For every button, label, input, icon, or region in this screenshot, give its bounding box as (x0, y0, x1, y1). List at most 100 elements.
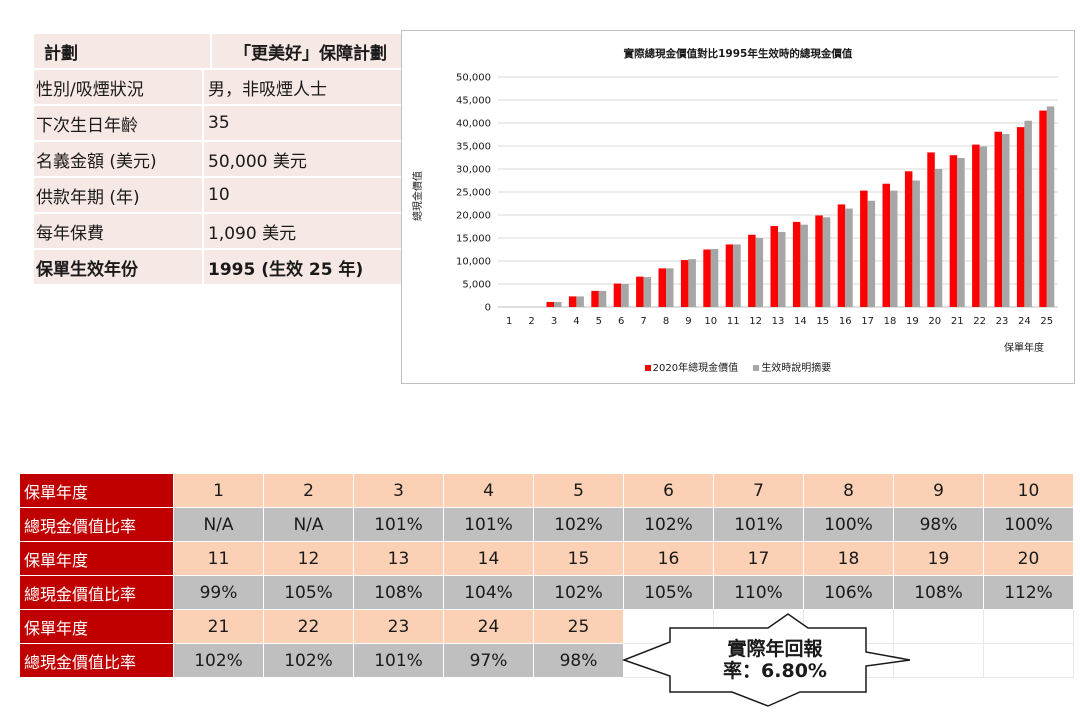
year-cell: 1 (174, 474, 264, 508)
ratio-row-label: 總現金價值比率 (20, 508, 174, 542)
ratio-cell: 110% (714, 576, 804, 610)
empty-cell (894, 610, 984, 644)
bar-2020 (1016, 127, 1025, 307)
year-cell: 22 (264, 610, 354, 644)
bar-original (755, 238, 764, 307)
year-cell: 4 (444, 474, 534, 508)
year-cell: 15 (534, 542, 624, 576)
ratio-cell: 100% (984, 508, 1074, 542)
callout-line-1: 實際年回報 (727, 638, 823, 660)
bar-original (1002, 134, 1010, 307)
year-cell: 7 (714, 474, 804, 508)
bar-2020 (703, 249, 711, 307)
ratio-row: 總現金價值比率 N/A N/A 101% 101% 102% 102% 101% 100% 98%… (20, 508, 1074, 542)
bar-2020 (1039, 110, 1047, 307)
y-tick-label: 40,000 (456, 119, 491, 130)
legend-label-2020: 2020年總現金價值 (652, 363, 739, 374)
ratio-cell: 102% (534, 508, 624, 542)
plan-row-key: 性別/吸煙狀況 (34, 70, 204, 104)
bar-original (710, 249, 719, 307)
x-tick-label: 9 (685, 316, 691, 327)
bar-2020 (972, 144, 980, 307)
bar-original (890, 190, 898, 307)
ratio-cell: 99% (174, 576, 264, 610)
ratio-cell: 101% (354, 508, 444, 542)
year-cell: 14 (444, 542, 534, 576)
ratio-cell: 100% (804, 508, 894, 542)
x-tick-label: 23 (996, 316, 1009, 327)
year-cell: 25 (534, 610, 624, 644)
bar-2020 (658, 268, 666, 307)
bar-2020 (591, 290, 599, 307)
plan-row: 性別/吸煙狀況 男，非吸煙人士 (34, 70, 402, 104)
y-tick-label: 50,000 (456, 73, 491, 84)
bar-original (867, 200, 876, 307)
y-tick-label: 10,000 (456, 257, 491, 268)
x-tick-label: 10 (704, 316, 717, 327)
bar-2020 (792, 221, 801, 307)
x-tick-label: 16 (839, 316, 852, 327)
y-tick-label: 0 (485, 303, 491, 314)
y-tick-label: 30,000 (456, 165, 491, 176)
ratio-cell: 102% (174, 644, 264, 678)
bar-original (979, 146, 988, 307)
x-tick-label: 13 (772, 316, 785, 327)
year-cell: 2 (264, 474, 354, 508)
ratio-row: 總現金價值比率 99% 105% 108% 104% 102% 105% 110% 106% 10… (20, 576, 1074, 610)
x-tick-label: 20 (928, 316, 941, 327)
year-cell: 16 (624, 542, 714, 576)
plan-row-key: 每年保費 (34, 214, 204, 248)
ratio-cell: 98% (894, 508, 984, 542)
year-cell: 8 (804, 474, 894, 508)
year-cell: 24 (444, 610, 534, 644)
x-tick-label: 5 (596, 316, 602, 327)
bar-2020 (927, 152, 935, 307)
year-cell: 21 (174, 610, 264, 644)
plan-row: 計劃 「更美好」保障計劃 (34, 34, 402, 68)
plan-row-value: 「更美好」保障計劃 (234, 43, 387, 64)
plan-row-key: 下次生日年齡 (34, 106, 204, 140)
bar-2020 (837, 204, 846, 307)
x-tick-label: 19 (906, 316, 919, 327)
x-axis-label: 保單年度 (1004, 343, 1044, 354)
x-tick-label: 4 (573, 316, 579, 327)
legend-item-2020: 2020年總現金價值 (644, 363, 739, 374)
y-tick-label: 5,000 (462, 280, 491, 291)
year-cell: 6 (624, 474, 714, 508)
x-tick-label: 12 (749, 316, 762, 327)
bar-original (688, 259, 696, 307)
plan-row: 保單生效年份 1995 (生效 25 年) (34, 250, 402, 284)
bar-original (957, 157, 965, 307)
ratio-row-label: 總現金價值比率 (20, 576, 174, 610)
plan-row-key: 名義金額 (美元) (34, 142, 204, 176)
plan-row: 下次生日年齡 35 (34, 106, 402, 140)
bar-2020 (860, 190, 868, 307)
year-cell: 23 (354, 610, 444, 644)
plan-info-table: 計劃 「更美好」保障計劃 性別/吸煙狀況 男，非吸煙人士 下次生日年齡 35 名義金額 (美… (34, 34, 402, 286)
year-cell: 20 (984, 542, 1074, 576)
plan-row-value: 男，非吸煙人士 (208, 79, 327, 100)
legend-label-original: 生效時說明摘要 (761, 363, 832, 374)
year-cell: 5 (534, 474, 624, 508)
plan-row: 每年保費 1,090 美元 (34, 214, 402, 248)
plan-row-value: 10 (208, 185, 230, 205)
bar-original (733, 244, 741, 307)
bar-original (554, 301, 562, 307)
bar-original (1046, 106, 1055, 307)
y-tick-label: 20,000 (456, 211, 491, 222)
chart-legend: 2020年總現金價值 生效時說明摘要 (402, 359, 1074, 374)
bar-original (643, 277, 652, 307)
year-row-label: 保單年度 (20, 610, 174, 644)
x-tick-label: 21 (951, 316, 964, 327)
bar-original (912, 180, 920, 307)
year-cell: 19 (894, 542, 984, 576)
bar-2020 (994, 131, 1002, 307)
plan-row-key: 保單生效年份 (34, 250, 204, 284)
empty-cell (984, 644, 1074, 678)
x-tick-label: 7 (640, 316, 646, 327)
year-cell: 11 (174, 542, 264, 576)
legend-swatch-gray (753, 365, 760, 371)
plan-row-key: 計劃 (34, 34, 212, 68)
year-cell: 18 (804, 542, 894, 576)
legend-swatch-red (644, 365, 651, 371)
